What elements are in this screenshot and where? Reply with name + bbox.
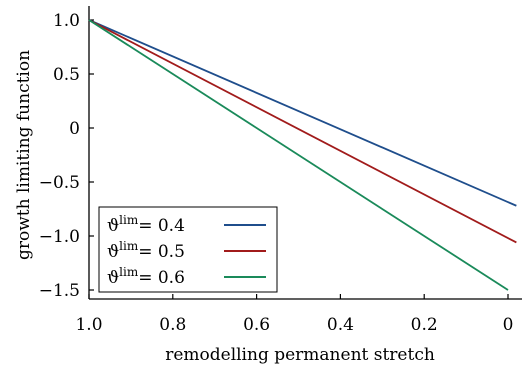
y-tick-label: 1.0	[53, 11, 80, 31]
legend: ϑlim= 0.4 ϑlim= 0.5 ϑlim= 0.6	[98, 206, 278, 293]
y-axis-title: growth limiting function	[14, 50, 34, 260]
y-tick-label: 0.5	[53, 65, 80, 85]
x-axis-title: remodelling permanent stretch	[165, 345, 435, 365]
y-axis-ticks: −1.5 −1.0 −0.5 0 0.5 1.0	[39, 11, 94, 301]
legend-label: ϑlim= 0.4	[107, 213, 185, 236]
plot-frame	[88, 6, 522, 300]
x-axis-ticks: 1.0 0.8 0.6 0.4 0.2 0	[75, 294, 513, 335]
legend-label: ϑlim= 0.5	[107, 239, 185, 262]
x-tick-label: 0.6	[243, 315, 270, 335]
y-tick-label: −0.5	[39, 173, 80, 193]
y-tick-label: 0	[69, 119, 80, 139]
x-tick-label: 0.8	[159, 315, 186, 335]
legend-label: ϑlim= 0.6	[107, 265, 185, 288]
series-lines	[88, 19, 517, 291]
series-line	[88, 19, 517, 244]
y-tick-label: −1.5	[39, 281, 80, 301]
legend-items: ϑlim= 0.4 ϑlim= 0.5 ϑlim= 0.6	[107, 213, 266, 288]
x-tick-label: 0	[503, 315, 514, 335]
x-tick-label: 0.2	[411, 315, 438, 335]
x-tick-label: 0.4	[327, 315, 354, 335]
y-tick-label: −1.0	[39, 227, 80, 247]
series-line	[88, 19, 517, 207]
series-line	[88, 19, 509, 291]
x-tick-label: 1.0	[75, 315, 102, 335]
